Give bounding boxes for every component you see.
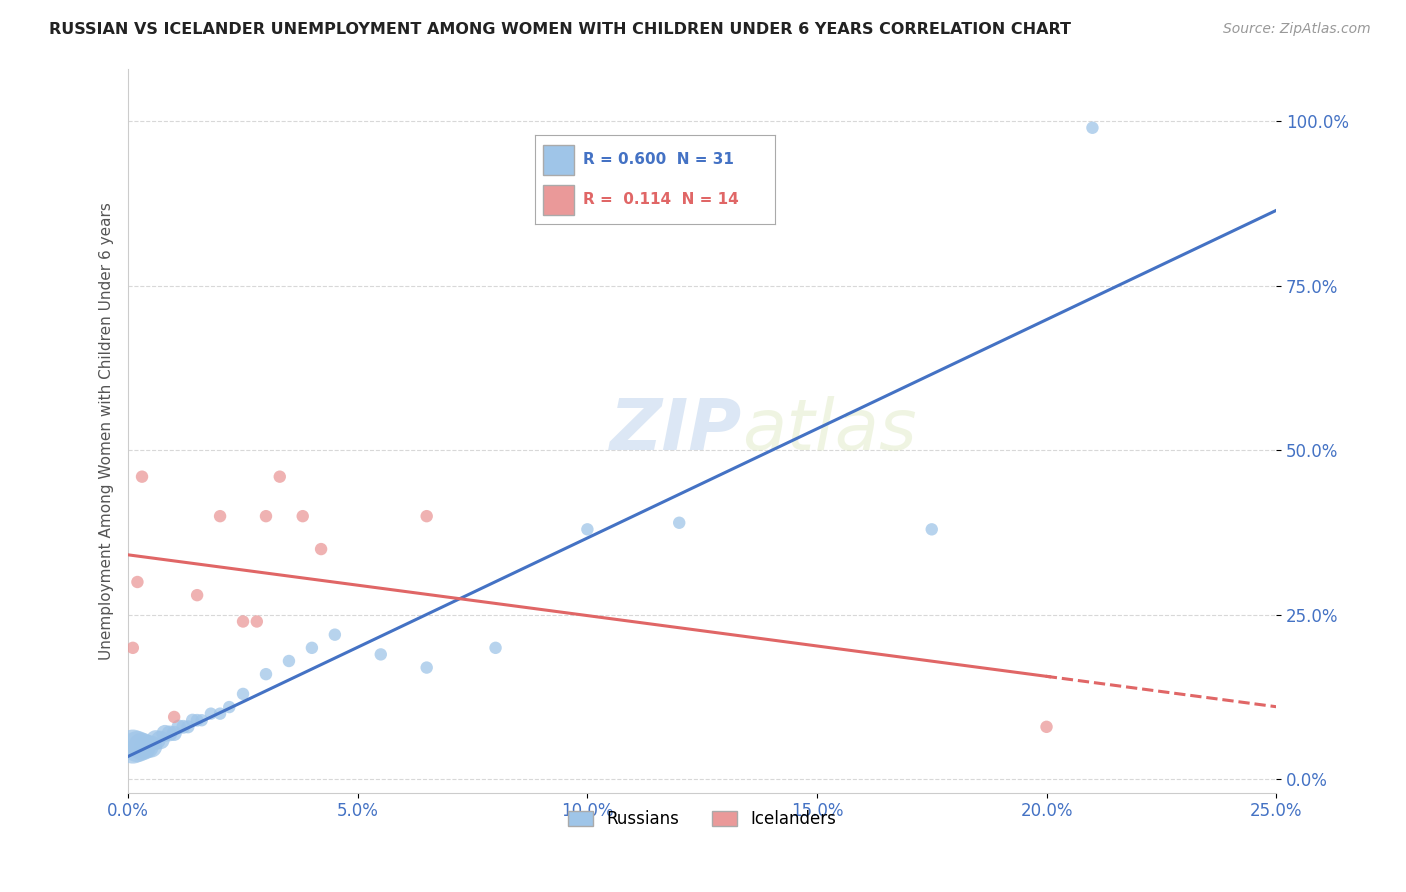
Point <box>668 516 690 530</box>
Point <box>278 654 301 668</box>
Point <box>1081 120 1104 135</box>
Point <box>121 640 143 655</box>
Point <box>576 522 599 536</box>
Legend: Russians, Icelanders: Russians, Icelanders <box>561 804 844 835</box>
Point <box>149 733 172 747</box>
Text: R = 0.600  N = 31: R = 0.600 N = 31 <box>583 152 734 167</box>
Point <box>131 469 153 483</box>
Point <box>186 588 208 602</box>
FancyBboxPatch shape <box>543 186 574 215</box>
Point <box>291 509 314 524</box>
Point <box>163 710 186 724</box>
Point <box>301 640 323 655</box>
Point <box>159 726 181 740</box>
Point <box>127 574 149 589</box>
Point <box>269 469 291 483</box>
Y-axis label: Unemployment Among Women with Children Under 6 years: Unemployment Among Women with Children U… <box>100 202 114 659</box>
Point <box>167 720 190 734</box>
Point <box>200 706 222 721</box>
Point <box>131 739 153 754</box>
Point <box>921 522 943 536</box>
Point <box>484 640 506 655</box>
Point <box>145 733 167 747</box>
Point <box>254 667 277 681</box>
FancyBboxPatch shape <box>543 145 574 175</box>
Text: RUSSIAN VS ICELANDER UNEMPLOYMENT AMONG WOMEN WITH CHILDREN UNDER 6 YEARS CORREL: RUSSIAN VS ICELANDER UNEMPLOYMENT AMONG … <box>49 22 1071 37</box>
Point <box>186 713 208 727</box>
Point <box>309 542 332 557</box>
Point <box>177 720 200 734</box>
Text: ZIP: ZIP <box>610 396 742 465</box>
Point <box>153 726 176 740</box>
Point <box>1035 720 1057 734</box>
Point <box>181 713 204 727</box>
Point <box>323 628 346 642</box>
Point <box>190 713 212 727</box>
Point <box>209 509 232 524</box>
Point <box>127 739 149 754</box>
Point <box>218 700 240 714</box>
Point <box>141 739 163 754</box>
Point <box>163 726 186 740</box>
Point <box>172 720 194 734</box>
Point <box>254 509 277 524</box>
Text: Source: ZipAtlas.com: Source: ZipAtlas.com <box>1223 22 1371 37</box>
Point <box>232 687 254 701</box>
Point <box>415 509 437 524</box>
Point <box>135 739 157 754</box>
Point <box>121 739 143 754</box>
Point <box>370 648 392 662</box>
Point <box>209 706 232 721</box>
Text: R =  0.114  N = 14: R = 0.114 N = 14 <box>583 192 740 207</box>
Point <box>232 615 254 629</box>
Point <box>246 615 269 629</box>
Text: atlas: atlas <box>742 396 917 465</box>
Point <box>415 660 437 674</box>
